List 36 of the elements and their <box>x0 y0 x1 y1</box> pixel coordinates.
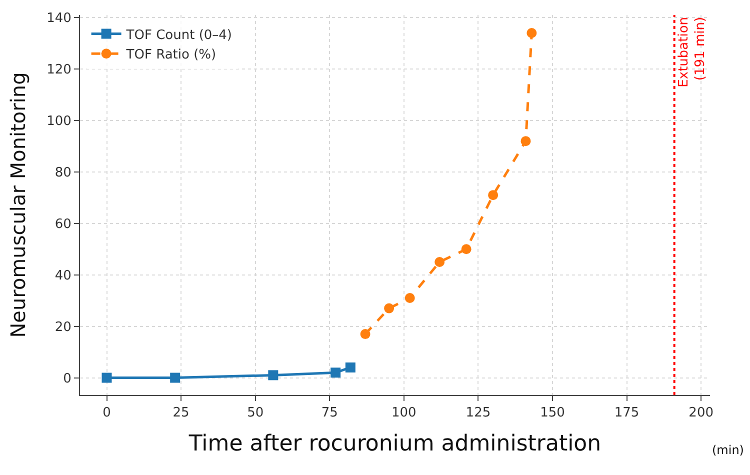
point <box>404 293 415 304</box>
point <box>268 370 278 380</box>
point <box>488 190 498 200</box>
x-tick-label: 200 <box>688 406 714 421</box>
x-tick-label: 175 <box>614 406 640 421</box>
y-tick-label: 60 <box>54 216 72 232</box>
x-axis-title: Time after rocuronium administration <box>188 432 602 456</box>
point <box>520 136 531 146</box>
point <box>170 372 180 383</box>
y-tick-label: 120 <box>46 62 72 78</box>
x-tick-label: 125 <box>466 406 491 421</box>
point <box>526 28 537 38</box>
y-tick-label: 140 <box>46 11 72 26</box>
x-tick-label: 100 <box>392 406 416 421</box>
point <box>330 368 341 378</box>
point <box>360 329 370 340</box>
x-tick-label: 150 <box>540 406 565 421</box>
y-tick-label: 0 <box>63 371 72 386</box>
legend-label: TOF Count (0–4) <box>125 28 232 43</box>
point <box>345 362 356 372</box>
point <box>434 256 445 267</box>
y-tick-label: 40 <box>54 268 72 284</box>
x-tick-label: 75 <box>321 406 338 421</box>
ref-line-label: Extubation (191 min) <box>676 16 708 88</box>
x-tick-label: 50 <box>247 406 264 421</box>
text: (min) <box>712 443 744 457</box>
y-tick-label: 80 <box>54 165 72 180</box>
y-tick-label: 20 <box>54 320 72 335</box>
x-tick-label: 0 <box>102 406 111 421</box>
x-tick-label: 25 <box>172 406 190 421</box>
y-tick-label: 100 <box>46 114 72 130</box>
point <box>461 244 472 254</box>
legend-label: TOF Ratio (%) <box>125 48 216 63</box>
point <box>384 303 394 314</box>
y-axis-title: Neuromuscular Monitoring <box>6 72 30 338</box>
point <box>102 372 112 383</box>
